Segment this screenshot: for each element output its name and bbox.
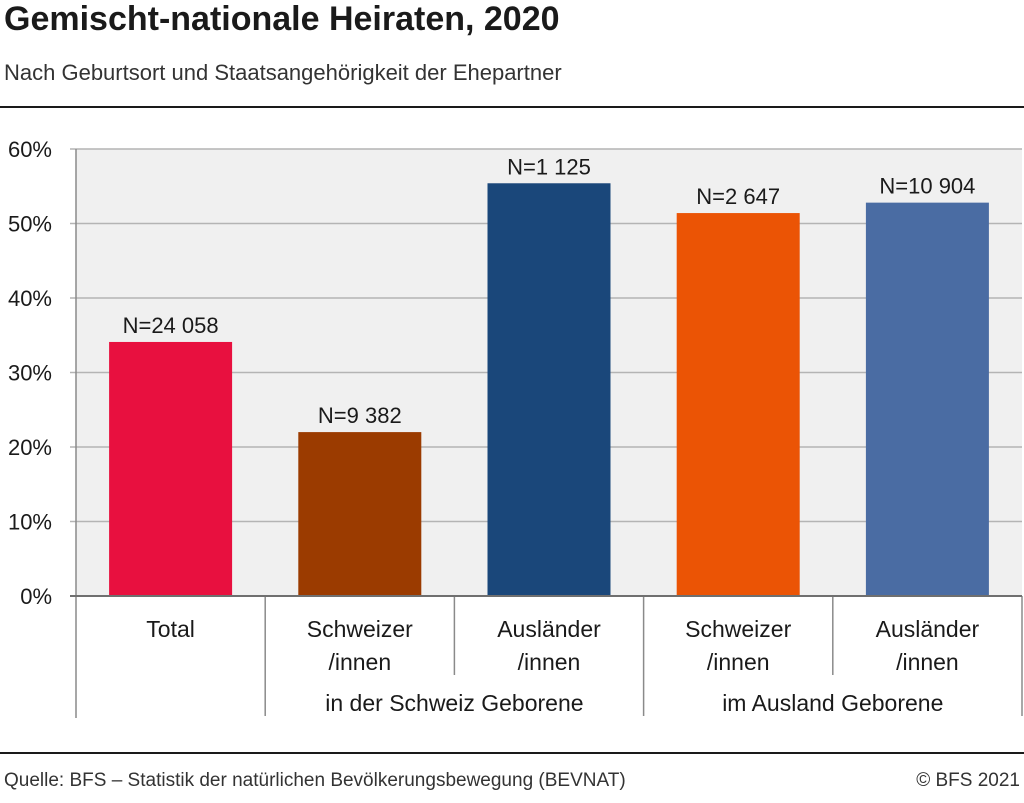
- group-label: in der Schweiz Geborene: [325, 690, 583, 716]
- source-note: Quelle: BFS – Statistik der natürlichen …: [4, 770, 626, 791]
- data-label: N=2 647: [696, 184, 780, 209]
- bar: [676, 213, 800, 596]
- y-tick-label: 10%: [8, 510, 52, 535]
- x-tick-label: Ausländer: [497, 616, 601, 642]
- copyright: © BFS 2021: [916, 770, 1020, 791]
- x-tick-label: /innen: [518, 649, 581, 675]
- bar: [298, 432, 422, 596]
- y-tick-label: 50%: [8, 212, 52, 237]
- x-tick-label: /innen: [896, 649, 959, 675]
- data-label: N=9 382: [318, 403, 402, 428]
- y-tick-label: 40%: [8, 286, 52, 311]
- bar: [865, 202, 989, 596]
- group-label: im Ausland Geborene: [722, 690, 943, 716]
- bottom-rule: [0, 752, 1024, 754]
- y-tick-label: 0%: [20, 584, 52, 609]
- x-tick-label: Ausländer: [876, 616, 980, 642]
- bar-chart: 0% 10% 20% 30% 40% 50% 60% N=24 058 Total N=9 382…: [8, 137, 1023, 718]
- chart-subtitle: Nach Geburtsort und Staatsangehörigkeit …: [4, 60, 562, 85]
- data-label: N=1 125: [507, 154, 591, 179]
- y-tick-label: 30%: [8, 361, 52, 386]
- x-tick-label: Total: [146, 616, 195, 642]
- data-label: N=10 904: [879, 174, 975, 199]
- bar: [487, 183, 611, 596]
- y-tick-label: 20%: [8, 435, 52, 460]
- chart-title: Gemischt-nationale Heiraten, 2020: [4, 0, 560, 38]
- data-label: N=24 058: [123, 313, 219, 338]
- x-tick-label: /innen: [328, 649, 391, 675]
- x-tick-label: Schweizer: [307, 616, 413, 642]
- y-tick-label: 60%: [8, 137, 52, 162]
- x-tick-label: Schweizer: [685, 616, 791, 642]
- top-rule: [0, 106, 1024, 108]
- x-tick-label: /innen: [707, 649, 770, 675]
- bar: [109, 341, 233, 596]
